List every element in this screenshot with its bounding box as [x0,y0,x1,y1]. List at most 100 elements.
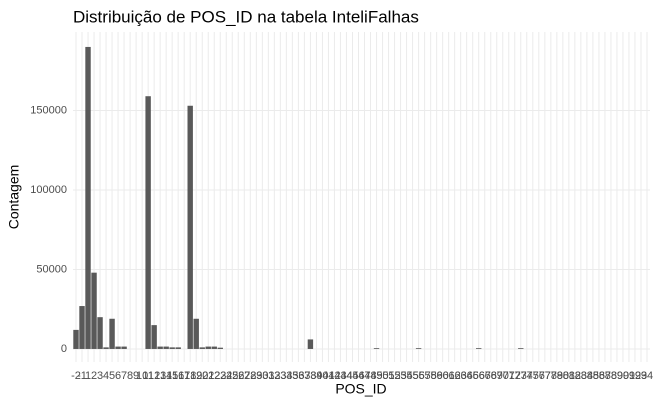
x-tick-label: 55 [406,370,418,382]
x-tick-label: 82 [569,370,581,382]
x-tick-label: 13 [154,370,166,382]
x-tick-label: 93 [635,370,647,382]
x-tick-label: 32 [268,370,280,382]
x-tick-label: 86 [593,370,605,382]
x-tick-label: 33 [274,370,286,382]
x-tick-label: 17 [178,370,190,382]
x-tick-label: 31 [262,370,274,382]
x-tick-label: 89 [611,370,623,382]
x-tick-label: 28 [244,370,256,382]
x-tick-label: 54 [400,370,412,382]
x-tick-label: 1 [85,370,91,382]
x-tick-label: 91 [623,370,635,382]
x-tick-label: 63 [455,370,467,382]
x-tick-label: 35 [286,370,298,382]
x-tick-label: 48 [364,370,376,382]
x-axis-label: POS_ID [335,381,386,397]
bar [79,306,85,349]
x-tick-label: 74 [521,370,533,382]
x-tick-label: 41 [322,370,334,382]
x-tick-label: 26 [232,370,244,382]
x-tick-label: 57 [418,370,430,382]
bar [115,346,121,349]
x-tick-label: 56 [412,370,424,382]
x-tick-label: 11 [142,370,153,382]
x-tick-label: 9 [133,370,139,382]
bar [187,105,193,349]
x-tick-label: 72 [509,370,521,382]
bar [205,346,211,349]
bar [145,96,151,349]
x-tick-label: 81 [563,370,575,382]
x-tick-label: 25 [226,370,238,382]
y-tick-label: 0 [61,343,67,355]
x-tick-label: 69 [491,370,503,382]
bar [151,325,157,349]
bar [475,348,482,349]
x-tick-label: 45 [346,370,358,382]
x-tick-label: 78 [545,370,557,382]
x-tick-label: 22 [208,370,220,382]
x-tick-label: 24 [220,370,232,382]
x-tick-label: 94 [641,370,653,382]
x-tick-label: 68 [485,370,497,382]
x-tick-label: 46 [352,370,364,382]
x-tick-label: 83 [575,370,587,382]
x-tick-label: 5 [109,370,115,382]
x-tick-label: 37 [298,370,310,382]
bar [211,346,217,349]
x-tick-label: 92 [629,370,641,382]
x-tick-label: 60 [437,370,449,382]
x-tick-label: 4 [103,370,109,382]
x-tick-label: 79 [551,370,563,382]
x-tick-label: 10 [136,370,148,382]
x-tick-label: 76 [533,370,545,382]
bar [169,347,175,349]
x-tick-label: 14 [160,370,172,382]
bar [217,347,223,349]
x-tick-label: 27 [238,370,250,382]
x-tick-label: 84 [581,370,593,382]
x-tick-label: 18 [184,370,196,382]
y-tick-label: 50000 [36,263,67,275]
bar [163,346,169,349]
x-tick-label: 73 [515,370,527,382]
x-tick-label: 88 [605,370,617,382]
x-tick-label: 59 [431,370,443,382]
x-tick-label: 42 [328,370,340,382]
chart-title: Distribuição de POS_ID na tabela InteliF… [73,7,419,26]
x-tick-label: 21 [202,370,214,382]
bar [373,348,380,349]
x-tick-label: 71 [503,370,515,382]
x-tick-label: 29 [250,370,262,382]
x-tick-label: 20 [196,370,208,382]
x-tick-label: 23 [214,370,226,382]
x-tick-label: 40 [316,370,328,382]
bar [199,347,205,349]
x-tick-label: 38 [304,370,316,382]
bar [157,346,163,349]
x-tick-label: 87 [599,370,611,382]
x-tick-label: 49 [370,370,382,382]
x-tick-label: -2 [71,370,81,382]
bar [518,348,524,349]
bar [109,318,115,349]
x-tick-label: 90 [617,370,629,382]
x-tick-label: 77 [539,370,551,382]
x-tick-label: 67 [479,370,491,382]
x-tick-label: 39 [310,370,322,382]
x-tick-label: 58 [424,370,436,382]
x-tick-label: 30 [256,370,268,382]
x-tick-label: 75 [527,370,539,382]
bar [307,339,314,349]
x-tick-label: 36 [292,370,304,382]
x-tick-label: 53 [394,370,406,382]
bar [193,318,199,349]
bar [73,329,79,349]
y-tick-label: 150000 [30,104,67,116]
x-tick-label: 47 [358,370,370,382]
x-tick-label: 80 [557,370,569,382]
bar [121,346,127,349]
x-tick-label: 8 [127,370,133,382]
